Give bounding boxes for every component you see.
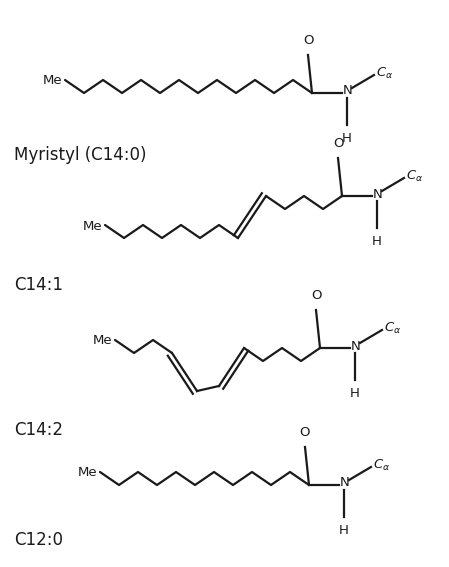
Text: N: N: [340, 476, 350, 489]
Text: $\mathit{C}_\alpha$: $\mathit{C}_\alpha$: [376, 65, 393, 81]
Text: N: N: [351, 340, 361, 353]
Text: $\mathit{C}_\alpha$: $\mathit{C}_\alpha$: [373, 458, 390, 472]
Text: $\mathit{C}_\alpha$: $\mathit{C}_\alpha$: [384, 320, 401, 336]
Text: O: O: [300, 426, 310, 439]
Text: C14:1: C14:1: [14, 276, 63, 294]
Text: H: H: [372, 235, 382, 248]
Text: H: H: [342, 132, 352, 145]
Text: N: N: [373, 188, 383, 201]
Text: O: O: [333, 137, 343, 150]
Text: O: O: [311, 289, 321, 302]
Text: $\mathit{C}_\alpha$: $\mathit{C}_\alpha$: [406, 168, 423, 184]
Text: N: N: [343, 84, 353, 98]
Text: C12:0: C12:0: [14, 531, 63, 549]
Text: Me: Me: [77, 467, 97, 480]
Text: Me: Me: [92, 335, 112, 348]
Text: H: H: [350, 387, 360, 400]
Text: O: O: [303, 34, 313, 47]
Text: C14:2: C14:2: [14, 421, 63, 439]
Text: Me: Me: [82, 219, 102, 232]
Text: H: H: [339, 524, 349, 537]
Text: Me: Me: [42, 74, 62, 87]
Text: Myristyl (C14:0): Myristyl (C14:0): [14, 146, 146, 164]
